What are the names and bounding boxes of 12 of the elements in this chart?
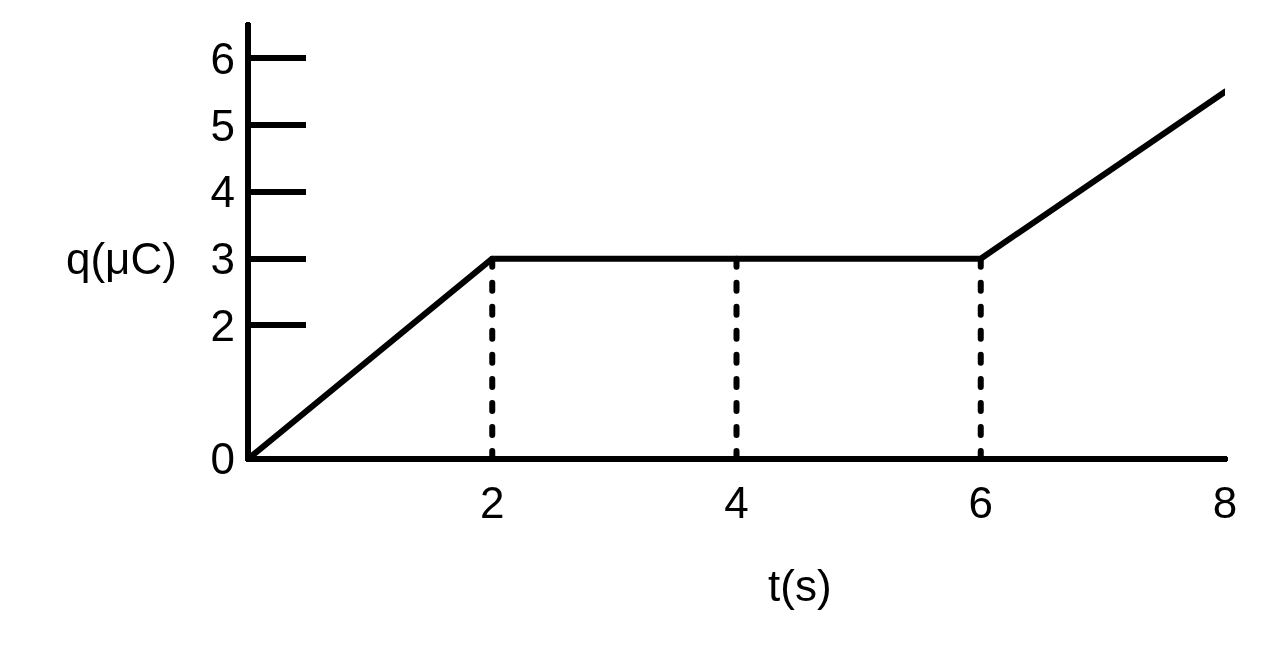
y-tick-label: 0 <box>210 434 235 484</box>
x-tick-label: 2 <box>480 478 505 527</box>
y-tick-label: 2 <box>210 300 235 350</box>
y-tick-label: 4 <box>210 167 235 217</box>
y-tick-label: 6 <box>210 33 235 83</box>
x-axis-title: t(s) <box>768 561 832 610</box>
y-tick-label: 5 <box>210 100 235 150</box>
y-axis-title: q(μC) <box>66 234 177 283</box>
x-tick-label: 4 <box>724 478 749 527</box>
y-tick-label: 3 <box>210 234 235 284</box>
x-tick-label: 6 <box>968 478 993 527</box>
x-tick-label: 8 <box>1212 478 1238 527</box>
